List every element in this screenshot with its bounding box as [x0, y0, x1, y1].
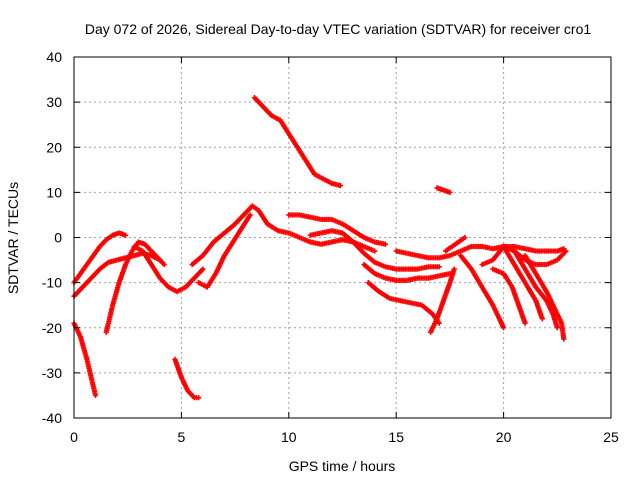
y-tick-label: -10 — [42, 275, 62, 291]
series-track-h — [195, 212, 253, 290]
x-tick-label: 0 — [70, 429, 78, 445]
data-point — [247, 212, 253, 218]
x-tick-label: 5 — [178, 429, 186, 445]
data-point — [539, 316, 545, 322]
series-track-c — [71, 320, 99, 399]
series-track-g — [189, 203, 378, 268]
axis-ticks — [73, 56, 612, 419]
y-tick-label: 0 — [54, 230, 62, 246]
series-track-q — [443, 234, 468, 254]
x-tick-labels: 0 5 10 15 20 25 — [70, 429, 619, 445]
y-tick-labels: -40 -30 -20 -10 0 10 20 30 40 — [42, 49, 62, 426]
x-tick-label: 15 — [388, 429, 404, 445]
data-point — [501, 325, 507, 331]
series-track-r — [458, 252, 507, 331]
y-tick-label: -40 — [42, 410, 62, 426]
series-track-o — [393, 243, 567, 261]
data-point — [382, 241, 389, 247]
data-point — [436, 264, 442, 270]
chart-title: Day 072 of 2026, Sidereal Day-to-day VTE… — [85, 21, 591, 37]
y-tick-label: -20 — [42, 320, 62, 336]
y-tick-label: 40 — [46, 49, 62, 65]
data-point — [161, 261, 167, 268]
data-point — [554, 325, 560, 331]
data-point — [436, 320, 442, 326]
series-track-i — [251, 95, 343, 189]
series-track-j — [286, 212, 389, 247]
data-point — [200, 266, 206, 272]
series-track-w — [522, 252, 567, 342]
data-point — [462, 234, 468, 241]
x-tick-label: 10 — [281, 429, 297, 445]
x-tick-label: 20 — [496, 429, 512, 445]
data-point — [122, 232, 129, 238]
y-axis-label: SDTVAR / TECUs — [5, 182, 21, 294]
y-tick-label: 30 — [46, 94, 62, 110]
series-track-f — [172, 356, 202, 401]
data-point — [447, 189, 453, 195]
data-point — [451, 266, 457, 272]
grid — [74, 57, 611, 418]
data-point — [522, 320, 528, 326]
series-track-v — [511, 248, 560, 331]
data-point — [563, 248, 569, 254]
y-tick-label: 10 — [46, 184, 62, 200]
series-track-e — [131, 243, 206, 295]
series-track-k — [307, 228, 442, 272]
series-track-n — [427, 266, 457, 335]
data-marks — [71, 95, 569, 401]
data-point — [372, 248, 378, 254]
series-track-p — [434, 185, 453, 195]
data-point — [195, 395, 202, 401]
data-point — [92, 392, 99, 399]
series-track-t — [490, 266, 528, 326]
y-tick-label: -30 — [42, 365, 62, 381]
series-track-m — [365, 280, 442, 326]
y-tick-label: 20 — [46, 139, 62, 155]
data-point — [561, 336, 567, 342]
x-tick-label: 25 — [603, 429, 619, 445]
series-track-l — [361, 261, 453, 283]
x-axis-label: GPS time / hours — [289, 458, 396, 474]
data-point — [337, 183, 343, 189]
series-track-u — [501, 243, 545, 322]
